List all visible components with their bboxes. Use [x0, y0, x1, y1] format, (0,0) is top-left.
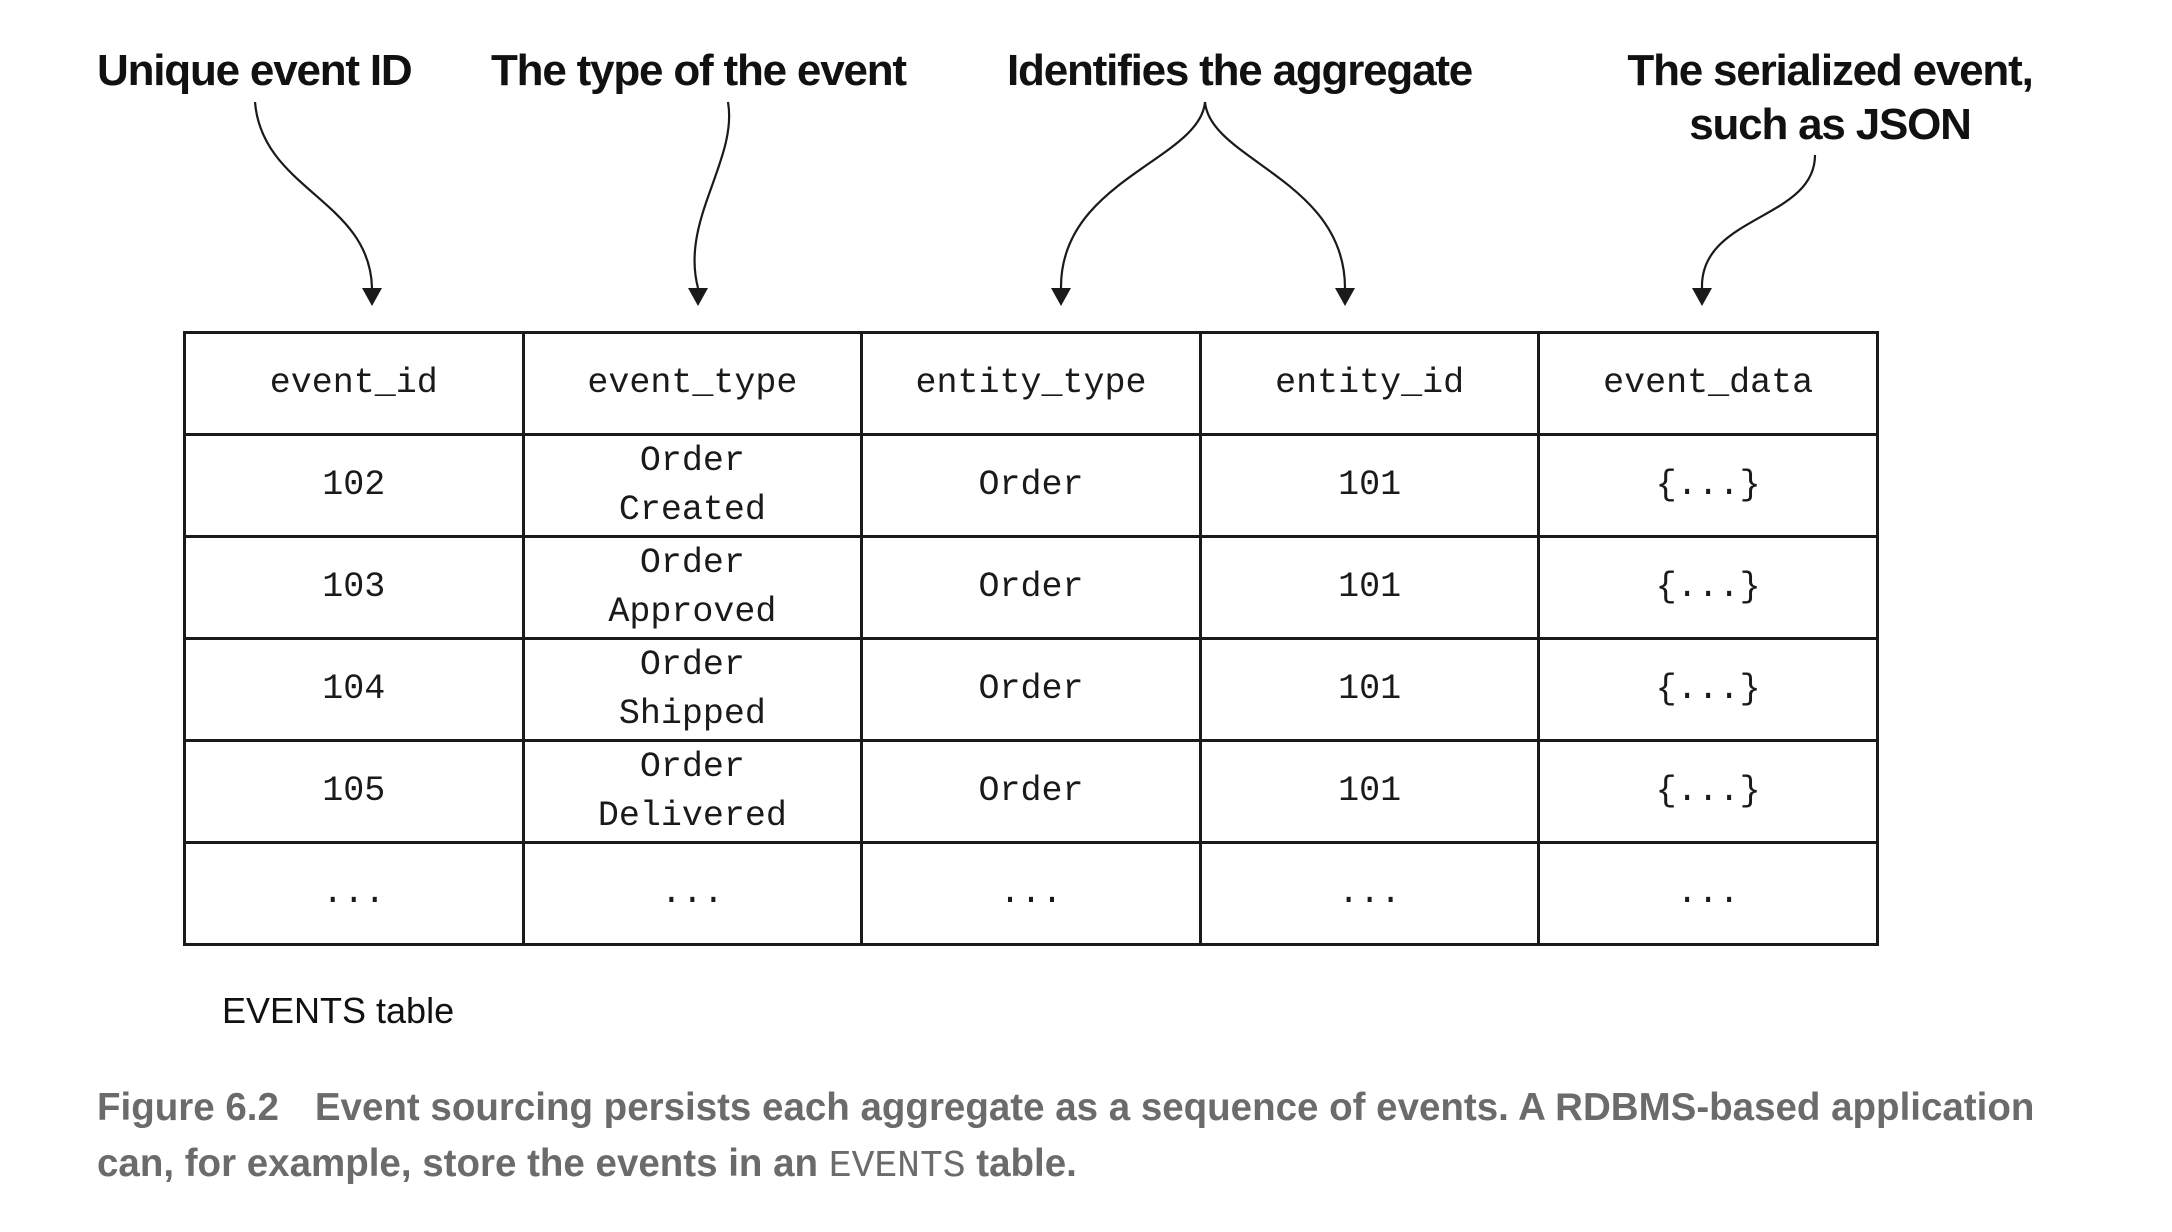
header-event-data: event_data [1537, 331, 1879, 436]
caption-code: EVENTS [828, 1145, 966, 1188]
cell-entity-type: Order [860, 433, 1202, 538]
table-row: 105 Order Delivered Order 101 {...} [183, 739, 1879, 844]
cell-entity-type: ... [860, 841, 1202, 946]
cell-event-id: ... [183, 841, 525, 946]
arrowhead-aggregate-left [1051, 288, 1071, 306]
annotation-event-data: The serialized event, such as JSON [1580, 44, 2080, 152]
cell-event-data: {...} [1537, 637, 1879, 742]
table-row: 104 Order Shipped Order 101 {...} [183, 637, 1879, 742]
cell-entity-type: Order [860, 535, 1202, 640]
caption-text-part1: Event sourcing persists each aggregate a… [97, 1086, 2035, 1185]
table-label: EVENTS table [222, 990, 455, 1031]
cell-event-type: Order Approved [521, 535, 864, 640]
header-entity-id: entity_id [1198, 331, 1541, 436]
cell-event-data: ... [1537, 841, 1879, 946]
annotation-aggregate: Identifies the aggregate [1007, 46, 1473, 95]
figure-number: Figure 6.2 [97, 1086, 279, 1129]
table-row: 103 Order Approved Order 101 {...} [183, 535, 1879, 640]
cell-entity-id: 101 [1198, 535, 1541, 640]
cell-event-id: 105 [183, 739, 525, 844]
caption-text-part2: table. [976, 1142, 1077, 1185]
table-row: 102 Order Created Order 101 {...} [183, 433, 1879, 538]
annotation-event-data-line1: The serialized event, [1627, 46, 2033, 95]
arrowhead-aggregate-right [1335, 288, 1355, 306]
cell-entity-id: 101 [1198, 433, 1541, 538]
arrow-aggregate-left [1059, 101, 1207, 289]
cell-event-id: 102 [183, 433, 525, 538]
cell-event-type-text: Order Delivered [597, 746, 787, 836]
cell-event-data: {...} [1537, 739, 1879, 844]
cell-entity-type: Order [860, 637, 1202, 742]
arrow-event-data [1700, 154, 1817, 289]
cell-entity-id: ... [1198, 841, 1541, 946]
cell-event-type: ... [521, 841, 864, 946]
header-event-type: event_type [521, 331, 864, 436]
cell-entity-id: 101 [1198, 739, 1541, 844]
header-entity-type: entity_type [860, 331, 1202, 436]
table-row: ... ... ... ... ... [183, 841, 1879, 946]
table-header-row: event_id event_type entity_type entity_i… [183, 331, 1879, 436]
events-table: event_id event_type entity_type entity_i… [183, 331, 1879, 946]
annotation-event-type: The type of the event [491, 46, 907, 95]
cell-event-data: {...} [1537, 433, 1879, 538]
cell-event-type-text: Order Approved [608, 542, 777, 632]
cell-entity-id: 101 [1198, 637, 1541, 742]
arrowhead-event-type [688, 288, 708, 306]
cell-event-type: Order Created [521, 433, 864, 538]
cell-event-type-text: Order Created [618, 440, 766, 530]
arrowhead-event-id [362, 288, 382, 306]
cell-entity-type: Order [860, 739, 1202, 844]
cell-event-id: 104 [183, 637, 525, 742]
arrow-aggregate-right [1203, 101, 1347, 289]
arrow-event-type [693, 101, 731, 289]
cell-event-type-text: Order Shipped [618, 644, 766, 734]
arrowhead-event-data [1692, 288, 1712, 306]
cell-event-id: 103 [183, 535, 525, 640]
figure-caption: Figure 6.2 Event sourcing persists each a… [97, 1080, 2097, 1195]
cell-event-type: Order Delivered [521, 739, 864, 844]
arrow-event-id [253, 101, 374, 289]
annotation-event-data-line2: such as JSON [1689, 100, 1972, 149]
header-event-id: event_id [183, 331, 525, 436]
cell-event-data: {...} [1537, 535, 1879, 640]
cell-event-type: Order Shipped [521, 637, 864, 742]
annotation-event-id: Unique event ID [97, 46, 413, 95]
